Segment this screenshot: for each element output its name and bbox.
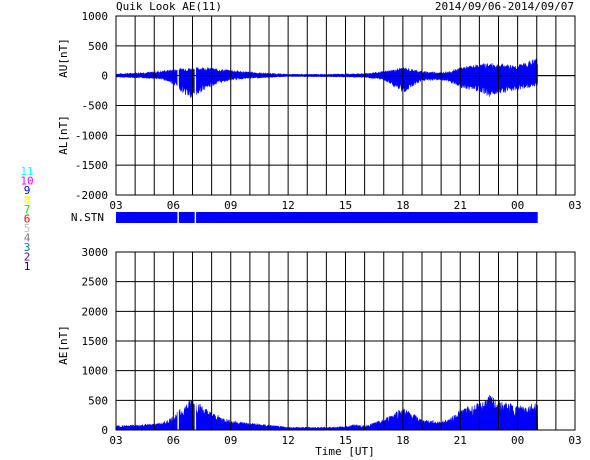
al-axis-label: AL[nT] bbox=[57, 115, 70, 155]
plot-frame bbox=[115, 251, 576, 431]
x-tick-label: 21 bbox=[454, 199, 467, 212]
x-tick-label: 06 bbox=[167, 199, 180, 212]
y-tick-label: 0 bbox=[101, 70, 108, 83]
x-tick-label: 15 bbox=[339, 199, 352, 212]
x-tick-label: 12 bbox=[282, 199, 295, 212]
station-number-11: 11 bbox=[20, 165, 33, 178]
y-tick-label: 1000 bbox=[82, 10, 109, 23]
station-number-5: 5 bbox=[24, 222, 31, 235]
x-axis-label: Time [UT] bbox=[315, 445, 375, 458]
x-tick-label: 03 bbox=[568, 199, 581, 212]
station-bar bbox=[116, 212, 538, 223]
x-tick-label: 18 bbox=[396, 199, 409, 212]
y-tick-label: 3000 bbox=[82, 246, 109, 259]
station-coverage-bar bbox=[116, 212, 538, 223]
x-tick-label: 03 bbox=[109, 434, 122, 447]
plot-frame bbox=[115, 15, 576, 196]
au-axis-label: AU[nT] bbox=[57, 38, 70, 78]
y-tick-label: -1500 bbox=[75, 159, 108, 172]
station-number-9: 9 bbox=[24, 184, 31, 197]
station-number-7: 7 bbox=[24, 203, 31, 216]
y-tick-label: 500 bbox=[88, 394, 108, 407]
station-number-6: 6 bbox=[24, 213, 31, 226]
station-number-10: 10 bbox=[20, 175, 33, 188]
x-tick-label: 03 bbox=[568, 434, 581, 447]
station-number-2: 2 bbox=[24, 251, 31, 264]
ae-area bbox=[115, 394, 539, 431]
x-tick-label: 09 bbox=[224, 434, 237, 447]
x-tick-label: 21 bbox=[454, 434, 467, 447]
y-tick-label: 1500 bbox=[82, 335, 109, 348]
y-tick-label: 500 bbox=[88, 40, 108, 53]
x-tick-label: 00 bbox=[511, 434, 524, 447]
station-number-3: 3 bbox=[24, 241, 31, 254]
x-tick-label: 09 bbox=[224, 199, 237, 212]
y-tick-label: 1000 bbox=[82, 365, 109, 378]
station-label: N.STN bbox=[71, 211, 104, 224]
ae-axis-label: AE[nT] bbox=[57, 325, 70, 365]
station-number-4: 4 bbox=[24, 232, 31, 245]
x-tick-label: 06 bbox=[167, 434, 180, 447]
y-tick-label: -1000 bbox=[75, 129, 108, 142]
y-tick-label: -2000 bbox=[75, 189, 108, 202]
y-tick-label: -500 bbox=[82, 100, 109, 113]
x-tick-label: 03 bbox=[109, 199, 122, 212]
station-number-8: 8 bbox=[24, 194, 31, 207]
y-tick-label: 2000 bbox=[82, 305, 109, 318]
x-tick-label: 12 bbox=[282, 434, 295, 447]
x-tick-label: 00 bbox=[511, 199, 524, 212]
y-tick-label: 2500 bbox=[82, 276, 109, 289]
x-tick-label: 15 bbox=[339, 434, 352, 447]
station-number-1: 1 bbox=[24, 260, 31, 273]
chart-title: Quik Look AE(11) bbox=[116, 0, 222, 13]
x-tick-label: 18 bbox=[396, 434, 409, 447]
au-al-envelope bbox=[115, 58, 538, 99]
date-range: 2014/09/06-2014/09/07 bbox=[435, 0, 574, 13]
y-tick-label: 0 bbox=[101, 424, 108, 437]
